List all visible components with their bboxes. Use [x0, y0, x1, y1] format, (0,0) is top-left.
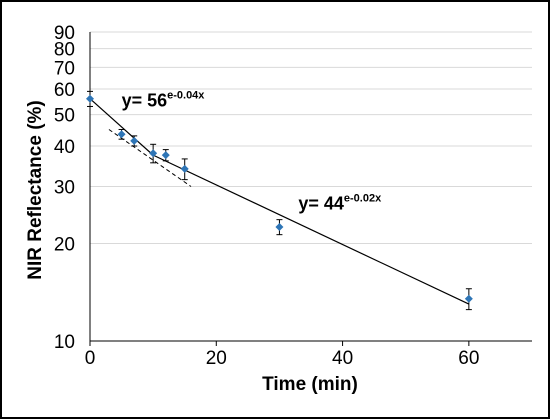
x-tick-label: 60	[458, 348, 479, 369]
data-point	[275, 222, 284, 231]
data-point	[161, 151, 170, 160]
data-point	[86, 94, 94, 103]
data-point	[149, 149, 158, 158]
equation-base: y= 44	[298, 193, 344, 213]
data-point	[130, 136, 139, 145]
equation-label: y= 44e-0.02x	[298, 192, 382, 213]
y-tick-label: 80	[54, 40, 75, 61]
equation-exponent: e-0.02x	[344, 192, 382, 204]
y-tick-label: 40	[54, 137, 75, 158]
axes	[89, 32, 532, 346]
y-tick-label: 70	[54, 58, 75, 79]
equation-annotations: y= 56e-0.04x y= 44e-0.02x	[122, 89, 383, 213]
y-tick-label: 50	[54, 106, 75, 127]
trendline	[152, 154, 470, 305]
y-axis-title: NIR Reflectance (%)	[25, 100, 46, 280]
data-point	[117, 130, 126, 139]
x-tick-label: 40	[332, 348, 353, 369]
y-tick-label: 90	[54, 23, 75, 44]
data-point	[180, 164, 189, 173]
data-point	[464, 294, 473, 303]
equation-label: y= 56e-0.04x	[122, 89, 206, 110]
trendline	[89, 98, 154, 156]
data-points	[86, 90, 473, 311]
x-tick-labels: 0 20 40 60	[85, 348, 480, 369]
equation-base: y= 56	[122, 90, 168, 110]
x-axis-title: Time (min)	[262, 374, 358, 395]
y-tick-label: 60	[54, 80, 75, 101]
x-tick-label: 20	[206, 348, 227, 369]
y-tick-label: 30	[54, 178, 75, 199]
y-tick-label: 20	[54, 235, 75, 256]
x-tick-label: 0	[85, 348, 96, 369]
grid	[90, 31, 532, 245]
y-tick-label: 10	[54, 332, 75, 353]
equation-exponent: e-0.04x	[167, 89, 205, 101]
